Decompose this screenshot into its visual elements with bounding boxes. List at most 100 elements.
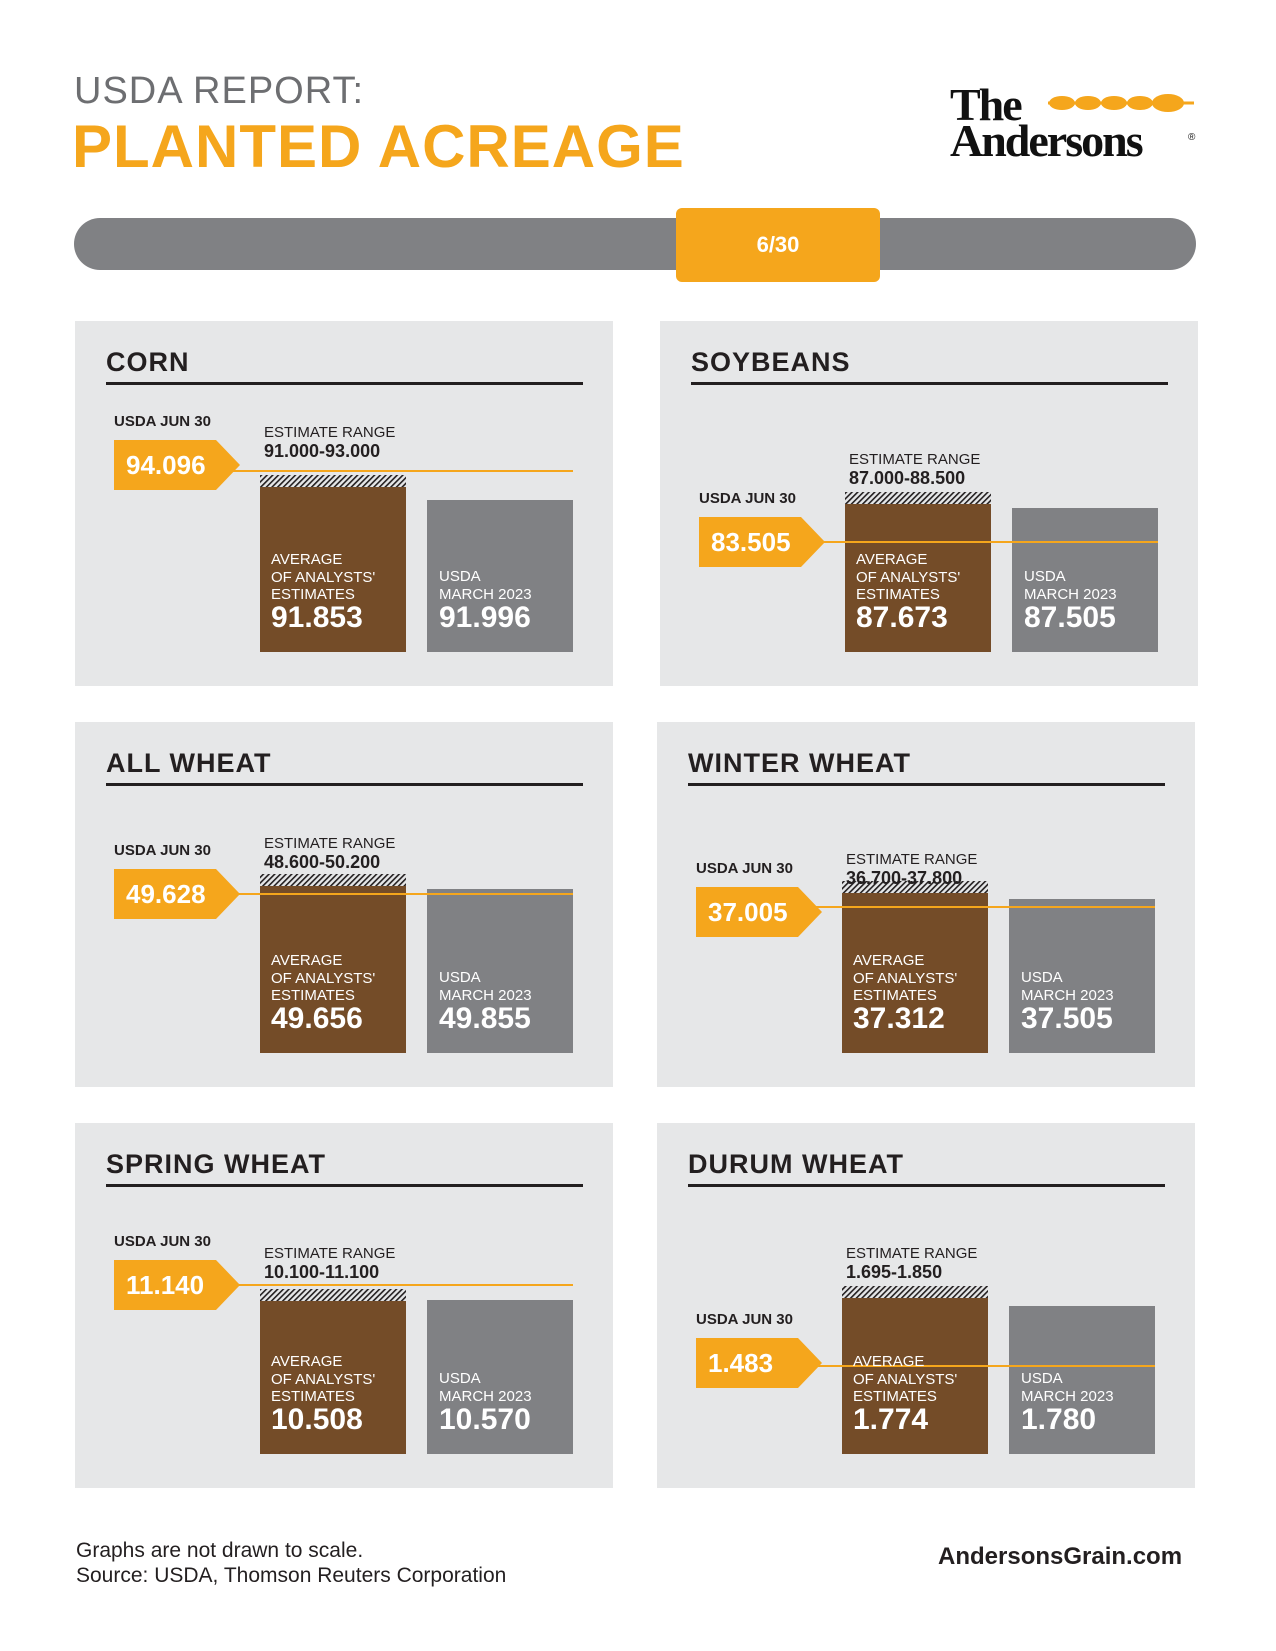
report-title: PLANTED ACREAGE bbox=[72, 113, 685, 180]
panel-title-rule bbox=[106, 1184, 583, 1187]
scale-note: Graphs are not drawn to scale. bbox=[76, 1539, 364, 1562]
usda-march-bar bbox=[427, 889, 573, 1053]
timeline-bar bbox=[74, 218, 1196, 270]
analyst-average-bar bbox=[260, 1301, 406, 1454]
panel-title-rule bbox=[691, 382, 1168, 385]
logo-line-the: The bbox=[950, 79, 1023, 130]
usda-jun30-line bbox=[810, 541, 1158, 543]
panel-graphic bbox=[114, 1260, 573, 1454]
panel-graphic bbox=[114, 440, 573, 652]
usda-jun30-label: USDA JUN 30 bbox=[114, 1233, 211, 1250]
panel-durum-wheat: DURUM WHEAT USDA JUN 30 1.483 ESTIMATE RANG… bbox=[657, 1123, 1195, 1488]
usda-march-label: USDA MARCH 2023 bbox=[439, 1370, 532, 1405]
usda-jun30-label: USDA JUN 30 bbox=[699, 490, 796, 507]
analyst-average-value: 49.656 bbox=[271, 1002, 363, 1035]
usda-march-value: 37.505 bbox=[1021, 1002, 1113, 1035]
analyst-average-label: AVERAGE OF ANALYSTS' ESTIMATES bbox=[271, 551, 376, 603]
usda-march-value: 91.996 bbox=[439, 601, 531, 634]
usda-jun30-line bbox=[225, 893, 573, 895]
analyst-average-value: 1.774 bbox=[853, 1403, 929, 1436]
usda-jun30-line bbox=[225, 470, 573, 472]
usda-march-value: 49.855 bbox=[439, 1002, 531, 1035]
usda-jun30-line bbox=[225, 1284, 573, 1286]
usda-jun30-line bbox=[807, 906, 1155, 908]
panel-title: WINTER WHEAT bbox=[688, 748, 911, 778]
estimate-range-value: 36.700-37.800 bbox=[846, 868, 963, 888]
usda-jun30-tag bbox=[114, 869, 240, 919]
analyst-average-value: 37.312 bbox=[853, 1002, 945, 1035]
usda-march-label: USDA MARCH 2023 bbox=[1021, 1370, 1114, 1405]
usda-jun30-tag bbox=[696, 1338, 822, 1388]
estimate-range-band bbox=[842, 881, 988, 895]
wheat-icon bbox=[1048, 94, 1194, 112]
estimate-range-band bbox=[260, 1289, 406, 1303]
panel-graphic bbox=[114, 869, 573, 1053]
usda-march-bar bbox=[1009, 899, 1155, 1053]
usda-march-bar bbox=[427, 1300, 573, 1454]
usda-jun30-value: 1.483 bbox=[708, 1348, 774, 1378]
usda-march-value: 87.505 bbox=[1024, 601, 1116, 634]
estimate-range-value: 48.600-50.200 bbox=[264, 852, 381, 872]
analyst-average-value: 87.673 bbox=[856, 601, 948, 634]
usda-march-value: 1.780 bbox=[1021, 1403, 1097, 1436]
panel-title: SPRING WHEAT bbox=[106, 1149, 326, 1179]
analyst-average-bar bbox=[845, 504, 991, 652]
analyst-average-value: 91.853 bbox=[271, 601, 363, 634]
estimate-range-label: ESTIMATE RANGE bbox=[264, 835, 396, 852]
andersons-logo: The Andersons ® bbox=[950, 79, 1200, 166]
estimate-range-band bbox=[845, 492, 991, 506]
estimate-range-label: ESTIMATE RANGE bbox=[846, 851, 978, 868]
panel-graphic bbox=[699, 492, 1158, 652]
estimate-range-value: 10.100-11.100 bbox=[264, 1262, 380, 1282]
estimate-range-label: ESTIMATE RANGE bbox=[846, 1245, 978, 1262]
panel-title: DURUM WHEAT bbox=[688, 1149, 904, 1179]
estimate-range-label: ESTIMATE RANGE bbox=[264, 1245, 396, 1262]
usda-march-bar bbox=[427, 500, 573, 652]
panel-title: CORN bbox=[106, 347, 190, 377]
estimate-range-band bbox=[260, 874, 406, 888]
usda-jun30-value: 83.505 bbox=[711, 527, 791, 557]
analyst-average-label: AVERAGE OF ANALYSTS' ESTIMATES bbox=[856, 551, 961, 603]
estimate-range-band bbox=[842, 1286, 988, 1300]
panel-winter-wheat: WINTER WHEAT USDA JUN 30 37.005 ESTIMATE RA… bbox=[657, 722, 1195, 1087]
estimate-range-label: ESTIMATE RANGE bbox=[264, 424, 396, 441]
website-link[interactable]: AndersonsGrain.com bbox=[938, 1543, 1183, 1570]
usda-jun30-value: 49.628 bbox=[126, 879, 206, 909]
logo-line-andersons: Andersons bbox=[950, 115, 1144, 166]
panel-graphic bbox=[696, 881, 1155, 1053]
analyst-average-bar bbox=[842, 893, 988, 1053]
panel-title-rule bbox=[106, 382, 583, 385]
usda-jun30-line bbox=[807, 1365, 1155, 1367]
panel-title-rule bbox=[688, 1184, 1165, 1187]
analyst-average-bar bbox=[260, 487, 406, 652]
registered-mark: ® bbox=[1188, 132, 1196, 143]
panel-soybeans: SOYBEANS USDA JUN 30 83.505 ESTIMATE RANGE 8… bbox=[660, 321, 1198, 686]
timeline-date: 6/30 bbox=[756, 232, 800, 257]
panel-title: SOYBEANS bbox=[691, 347, 851, 377]
panel-title-rule bbox=[688, 783, 1165, 786]
usda-march-label: USDA MARCH 2023 bbox=[439, 568, 532, 603]
usda-jun30-tag bbox=[696, 887, 822, 937]
estimate-range-value: 87.000-88.500 bbox=[849, 468, 966, 488]
analyst-average-label: AVERAGE OF ANALYSTS' ESTIMATES bbox=[853, 952, 958, 1004]
estimate-range-value: 91.000-93.000 bbox=[264, 441, 381, 461]
panel-corn: CORN USDA JUN 30 94.096 ESTIMATE RANGE 91.00… bbox=[75, 321, 613, 686]
usda-jun30-label: USDA JUN 30 bbox=[696, 1311, 793, 1328]
estimate-range-label: ESTIMATE RANGE bbox=[849, 451, 981, 468]
usda-jun30-tag bbox=[114, 1260, 240, 1310]
usda-jun30-label: USDA JUN 30 bbox=[114, 842, 211, 859]
usda-jun30-label: USDA JUN 30 bbox=[696, 860, 793, 877]
usda-jun30-value: 37.005 bbox=[708, 897, 788, 927]
analyst-average-bar bbox=[260, 886, 406, 1053]
estimate-range-band bbox=[260, 475, 406, 489]
analyst-average-bar bbox=[842, 1298, 988, 1454]
analyst-average-label: AVERAGE OF ANALYSTS' ESTIMATES bbox=[271, 1353, 376, 1405]
usda-march-bar bbox=[1012, 508, 1158, 652]
panel-graphic bbox=[696, 1286, 1155, 1454]
footer-notes: Graphs are not drawn to scale. Source: U… bbox=[76, 1538, 506, 1588]
usda-march-value: 10.570 bbox=[439, 1403, 531, 1436]
analyst-average-label: AVERAGE OF ANALYSTS' ESTIMATES bbox=[271, 952, 376, 1004]
timeline-date-chip: 6/30 bbox=[676, 208, 880, 282]
source-note: Source: USDA, Thomson Reuters Corporatio… bbox=[76, 1564, 507, 1587]
panel-title-rule bbox=[106, 783, 583, 786]
